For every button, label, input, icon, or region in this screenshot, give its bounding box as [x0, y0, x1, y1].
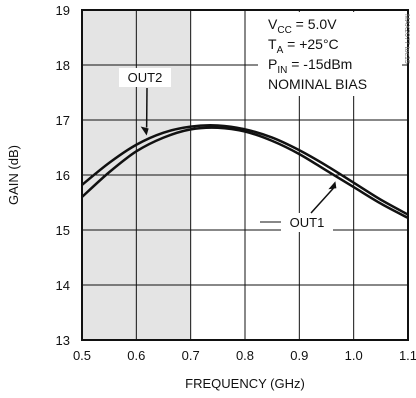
- callout-out2-arrowhead: [140, 126, 149, 136]
- condition-line: NOMINAL BIAS: [268, 76, 367, 92]
- condition-symbol: T: [268, 36, 277, 52]
- condition-subscript: CC: [277, 25, 291, 36]
- condition-value: = -15dBm: [287, 56, 352, 72]
- condition-line: VCC = 5.0V: [268, 16, 337, 36]
- condition-symbol: P: [268, 56, 277, 72]
- callout-out1-leader: [310, 187, 334, 214]
- y-tick-label: 18: [56, 58, 70, 73]
- x-axis-title: FREQUENCY (GHz): [185, 376, 305, 391]
- x-tick-label: 0.6: [127, 348, 145, 363]
- figure-watermark: MAX2077 toc15: [403, 14, 410, 64]
- condition-symbol: NOMINAL BIAS: [268, 76, 367, 92]
- y-tick-label: 16: [56, 168, 70, 183]
- series-group: [82, 124, 408, 220]
- x-tick-label: 0.8: [236, 348, 254, 363]
- callout-out2-box: [119, 68, 171, 87]
- series-line-out2: [82, 124, 408, 216]
- x-tick-label: 0.9: [290, 348, 308, 363]
- conditions-box: [258, 12, 402, 96]
- callout-out1-box: [281, 213, 333, 232]
- condition-subscript: IN: [277, 65, 287, 76]
- x-tick-label: 0.5: [73, 348, 91, 363]
- condition-symbol: V: [268, 16, 278, 32]
- y-tick-label: 14: [56, 278, 70, 293]
- condition-subscript: A: [277, 45, 284, 56]
- plot-frame: [81, 9, 409, 341]
- callout-out1-label: OUT1: [290, 215, 325, 230]
- y-axis-title: GAIN (dB): [6, 145, 21, 205]
- condition-value: = +25°C: [283, 36, 338, 52]
- condition-value: = 5.0V: [292, 16, 337, 32]
- series-line-out1: [82, 126, 408, 220]
- callout-out2-label: OUT2: [128, 70, 163, 85]
- condition-line: PIN = -15dBm: [268, 56, 352, 76]
- condition-line: TA = +25°C: [268, 36, 339, 56]
- callout-out1-arrowhead: [328, 181, 337, 190]
- y-tick-label: 17: [56, 113, 70, 128]
- x-tick-label: 1.1: [399, 348, 416, 363]
- y-tick-label: 15: [56, 223, 70, 238]
- y-tick-label: 19: [56, 3, 70, 18]
- x-tick-label: 0.7: [182, 348, 200, 363]
- y-tick-label: 13: [56, 333, 70, 348]
- x-tick-label: 1.0: [345, 348, 363, 363]
